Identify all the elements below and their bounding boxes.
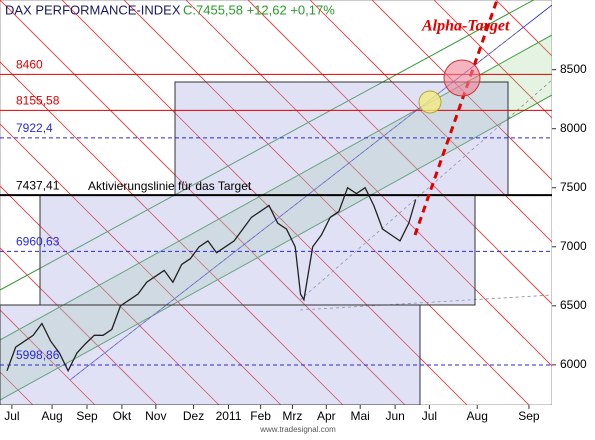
helper-line bbox=[69, 29, 521, 381]
x-tick-label: Aug bbox=[467, 409, 488, 423]
price-line bbox=[6, 186, 417, 373]
level-label: 7922,4 bbox=[16, 121, 53, 135]
x-tick-label: Mrz bbox=[282, 409, 302, 423]
level-label: 6960,63 bbox=[16, 235, 60, 249]
channel-fill bbox=[0, 35, 552, 400]
y-tick-label: 8500 bbox=[560, 62, 587, 76]
range-box bbox=[0, 304, 421, 406]
annotation: Alpha-Target bbox=[421, 18, 510, 35]
level-label: 8155,58 bbox=[16, 94, 60, 108]
level-label: 5998,86 bbox=[16, 348, 60, 362]
fan-line bbox=[0, 309, 111, 421]
x-tick-label: Nov bbox=[145, 409, 166, 423]
y-tick-label: 6500 bbox=[560, 298, 587, 312]
y-tick-label: 6000 bbox=[560, 357, 587, 371]
level-label: 7437,41 bbox=[16, 178, 60, 192]
fan-line bbox=[0, 0, 421, 421]
fan-line bbox=[61, 0, 483, 421]
x-tick-label: Okt bbox=[113, 409, 132, 423]
target-circle bbox=[418, 90, 442, 114]
fan-line bbox=[309, 0, 595, 286]
x-tick-label: Apr bbox=[317, 409, 336, 423]
y-tick-label: 7500 bbox=[560, 180, 587, 194]
channel-line bbox=[0, 94, 553, 401]
x-tick-label: Mai bbox=[351, 409, 370, 423]
x-tick-label: Aug bbox=[41, 409, 62, 423]
range-box bbox=[174, 81, 509, 196]
fan-line bbox=[123, 0, 545, 421]
levels: 8460 8155,58 7922,4 7437,41 6960,63 5998,86 bbox=[0, 58, 552, 366]
axis-strip bbox=[552, 0, 595, 435]
fan-line bbox=[0, 123, 297, 421]
chart-subtitle: C:7455,58 +12,62 +0,17% bbox=[183, 2, 335, 17]
x-tick-label: Jul bbox=[4, 409, 19, 423]
level-label: 8460 bbox=[16, 58, 43, 72]
x-tick-label: Dez bbox=[183, 409, 204, 423]
x-tick-label: Feb bbox=[250, 409, 271, 423]
annotation: Aktivierungslinie für das Target bbox=[88, 179, 252, 193]
range-box bbox=[39, 194, 476, 306]
channel-line bbox=[0, 0, 535, 291]
target-circle bbox=[443, 59, 481, 97]
axis-strip bbox=[0, 405, 552, 435]
x-tick-label: Sep bbox=[76, 409, 98, 423]
target-projection bbox=[413, 0, 499, 236]
helper-line bbox=[299, 79, 553, 301]
fan-line bbox=[0, 185, 235, 421]
x-tick-label: 2011 bbox=[216, 409, 242, 423]
helper-line bbox=[299, 294, 553, 311]
series bbox=[6, 186, 417, 373]
fan-line bbox=[247, 0, 595, 348]
x-tick-label: Jun bbox=[385, 409, 404, 423]
fan-line bbox=[0, 247, 173, 421]
y-tick-label: 7000 bbox=[560, 239, 587, 253]
x-tick-label: Sep bbox=[518, 409, 540, 423]
x-tick-label: Jul bbox=[422, 409, 437, 423]
fan-line bbox=[433, 0, 595, 162]
chart-title: DAX PERFORMANCE-INDEX bbox=[5, 2, 181, 17]
y-tick-label: 8000 bbox=[560, 121, 587, 135]
fan-line bbox=[185, 0, 595, 410]
source: www.tradesignal.com bbox=[259, 425, 336, 434]
